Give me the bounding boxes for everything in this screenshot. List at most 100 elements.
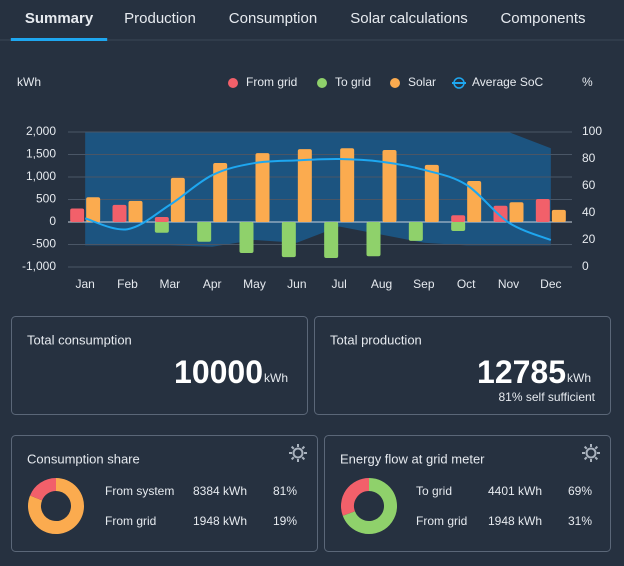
total-value: 10000 — [174, 354, 263, 390]
bar — [382, 150, 397, 222]
x-tick-label: Jan — [75, 277, 94, 291]
card-title: Total production — [330, 332, 422, 347]
tab[interactable]: Solar calculations — [350, 10, 468, 27]
bar — [535, 199, 550, 222]
share-value: 8384 kWh — [193, 484, 247, 498]
x-tick-label: Nov — [498, 277, 519, 291]
bar — [86, 197, 101, 222]
y2-tick-label: 20 — [582, 232, 596, 246]
bar — [324, 222, 339, 258]
card-title: Consumption share — [27, 451, 140, 466]
bar — [154, 217, 169, 222]
y2-tick-label: 40 — [582, 205, 596, 219]
share-percent: 69% — [568, 484, 592, 498]
x-tick-label: Feb — [117, 277, 138, 291]
bar — [551, 209, 566, 222]
tab[interactable]: Components — [500, 10, 585, 27]
y-tick-label: 500 — [36, 192, 56, 206]
x-tick-label: Oct — [457, 277, 476, 291]
settings-icon[interactable] — [292, 447, 304, 459]
bar — [112, 204, 127, 222]
legend-icon — [228, 78, 238, 88]
bar — [239, 222, 254, 254]
legend-label[interactable]: Solar — [408, 75, 436, 89]
legend-label[interactable]: Average SoC — [472, 75, 543, 89]
share-percent: 31% — [568, 514, 592, 528]
bar — [281, 222, 296, 258]
y-tick-label: 1,500 — [26, 147, 56, 161]
x-tick-label: Jul — [331, 277, 346, 291]
x-tick-label: Sep — [413, 277, 435, 291]
share-value: 1948 kWh — [488, 514, 542, 528]
settings-icon[interactable] — [585, 447, 597, 459]
y2-axis-label: % — [582, 75, 593, 89]
tab[interactable]: Production — [124, 10, 196, 27]
total-value: 12785 — [477, 354, 566, 390]
bar — [340, 148, 355, 222]
legend-icon — [390, 78, 400, 88]
total-note: 81% self sufficient — [499, 390, 596, 404]
bar — [366, 222, 381, 257]
legend-icon — [317, 78, 327, 88]
share-value: 4401 kWh — [488, 484, 542, 498]
y-axis-label: kWh — [17, 75, 41, 89]
share-name: From grid — [416, 514, 467, 528]
x-tick-label: Jun — [287, 277, 306, 291]
share-name: To grid — [416, 484, 452, 498]
donut-slice — [341, 478, 370, 516]
bar — [424, 164, 439, 222]
legend-label[interactable]: To grid — [335, 75, 371, 89]
card-title: Total consumption — [27, 332, 132, 347]
settings-icon — [594, 456, 599, 461]
settings-icon — [290, 445, 295, 450]
bar — [297, 149, 312, 222]
settings-icon — [594, 445, 599, 450]
y-tick-label: -500 — [32, 237, 56, 251]
card — [11, 316, 308, 415]
y-tick-label: 2,000 — [26, 124, 56, 138]
y2-tick-label: 100 — [582, 124, 602, 138]
settings-icon — [301, 445, 306, 450]
share-percent: 81% — [273, 484, 297, 498]
y2-tick-label: 0 — [582, 259, 589, 273]
x-tick-label: Mar — [159, 277, 180, 291]
card-title: Energy flow at grid meter — [340, 451, 485, 466]
card — [324, 435, 611, 552]
settings-icon — [583, 445, 588, 450]
x-tick-label: Aug — [371, 277, 392, 291]
y2-tick-label: 80 — [582, 151, 596, 165]
donut-slice — [28, 478, 84, 534]
soc-line — [84, 157, 552, 241]
share-percent: 19% — [273, 514, 297, 528]
x-tick-label: May — [243, 277, 266, 291]
settings-icon — [583, 456, 588, 461]
bar — [509, 202, 524, 222]
x-tick-label: Dec — [540, 277, 561, 291]
y2-tick-label: 60 — [582, 178, 596, 192]
bar — [154, 222, 169, 233]
card — [11, 435, 318, 552]
total-unit: kWh — [567, 371, 591, 385]
y-tick-label: 1,000 — [26, 169, 56, 183]
bar — [70, 208, 85, 222]
y-tick-label: -1,000 — [22, 259, 56, 273]
tab[interactable]: Consumption — [229, 10, 317, 27]
share-name: From grid — [105, 514, 156, 528]
bar — [451, 215, 466, 222]
share-name: From system — [105, 484, 174, 498]
legend-label[interactable]: From grid — [246, 75, 297, 89]
active-tab-underline — [10, 38, 108, 41]
x-tick-label: Apr — [203, 277, 222, 291]
settings-icon — [290, 456, 295, 461]
y-tick-label: 0 — [49, 214, 56, 228]
share-value: 1948 kWh — [193, 514, 247, 528]
bar — [255, 153, 270, 222]
card — [314, 316, 611, 415]
bar — [128, 200, 143, 222]
settings-icon — [301, 456, 306, 461]
total-unit: kWh — [264, 371, 288, 385]
bar — [451, 222, 466, 231]
bar — [213, 163, 228, 222]
tab[interactable]: Summary — [25, 10, 94, 27]
